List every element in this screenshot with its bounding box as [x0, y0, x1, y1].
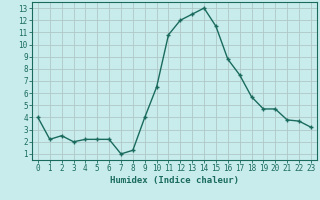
X-axis label: Humidex (Indice chaleur): Humidex (Indice chaleur): [110, 176, 239, 185]
